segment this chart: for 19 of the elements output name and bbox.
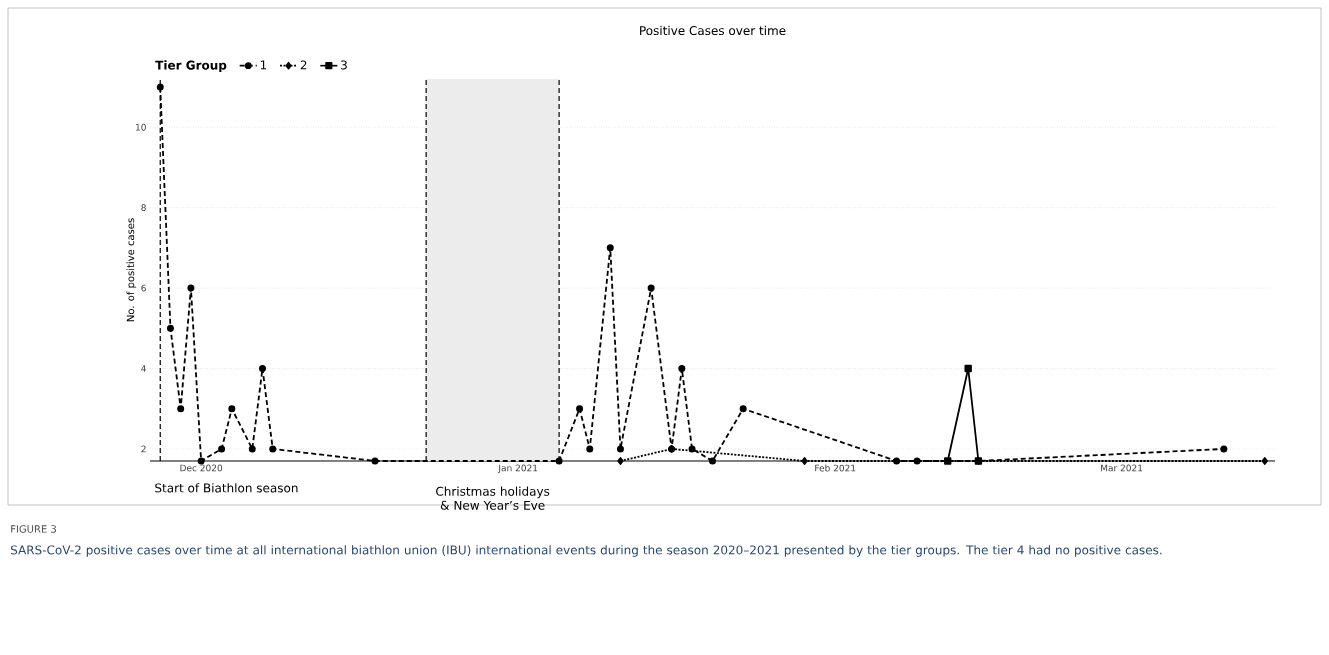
legend-label: 3 <box>341 60 347 70</box>
ref-line-label: Start of Biathlon season <box>155 483 298 493</box>
y-tick-label: 8 <box>141 204 146 212</box>
legend-label: 1 <box>260 60 267 70</box>
band-label: Christmas holidays & New Year’s Eve <box>436 486 550 510</box>
x-tick-label: Jan 2021 <box>497 464 538 473</box>
x-tick-label: Mar 2021 <box>1101 464 1143 472</box>
caption: FIGURE 3 <box>11 525 56 533</box>
x-tick-label: Feb 2021 <box>815 464 856 472</box>
text: SARS-CoV-2 positive cases over time at all international biathlon union (IBU) international events during the season 2020–2021 presented by the tier groups. The tier 4 had no positive cases. <box>11 545 1162 557</box>
y-axis-title: No. of positive cases <box>126 218 137 322</box>
x-tick-label: Dec 2020 <box>180 464 223 472</box>
y-tick-label: 4 <box>141 365 146 372</box>
y-tick-label: 6 <box>141 284 146 292</box>
chart-title: Positive Cases over time <box>640 25 786 36</box>
y-tick-label: 2 <box>141 445 146 453</box>
legend-title: Tier Group <box>155 60 227 72</box>
y-tick-label: 10 <box>136 123 146 131</box>
legend-label: 2 <box>300 60 307 70</box>
